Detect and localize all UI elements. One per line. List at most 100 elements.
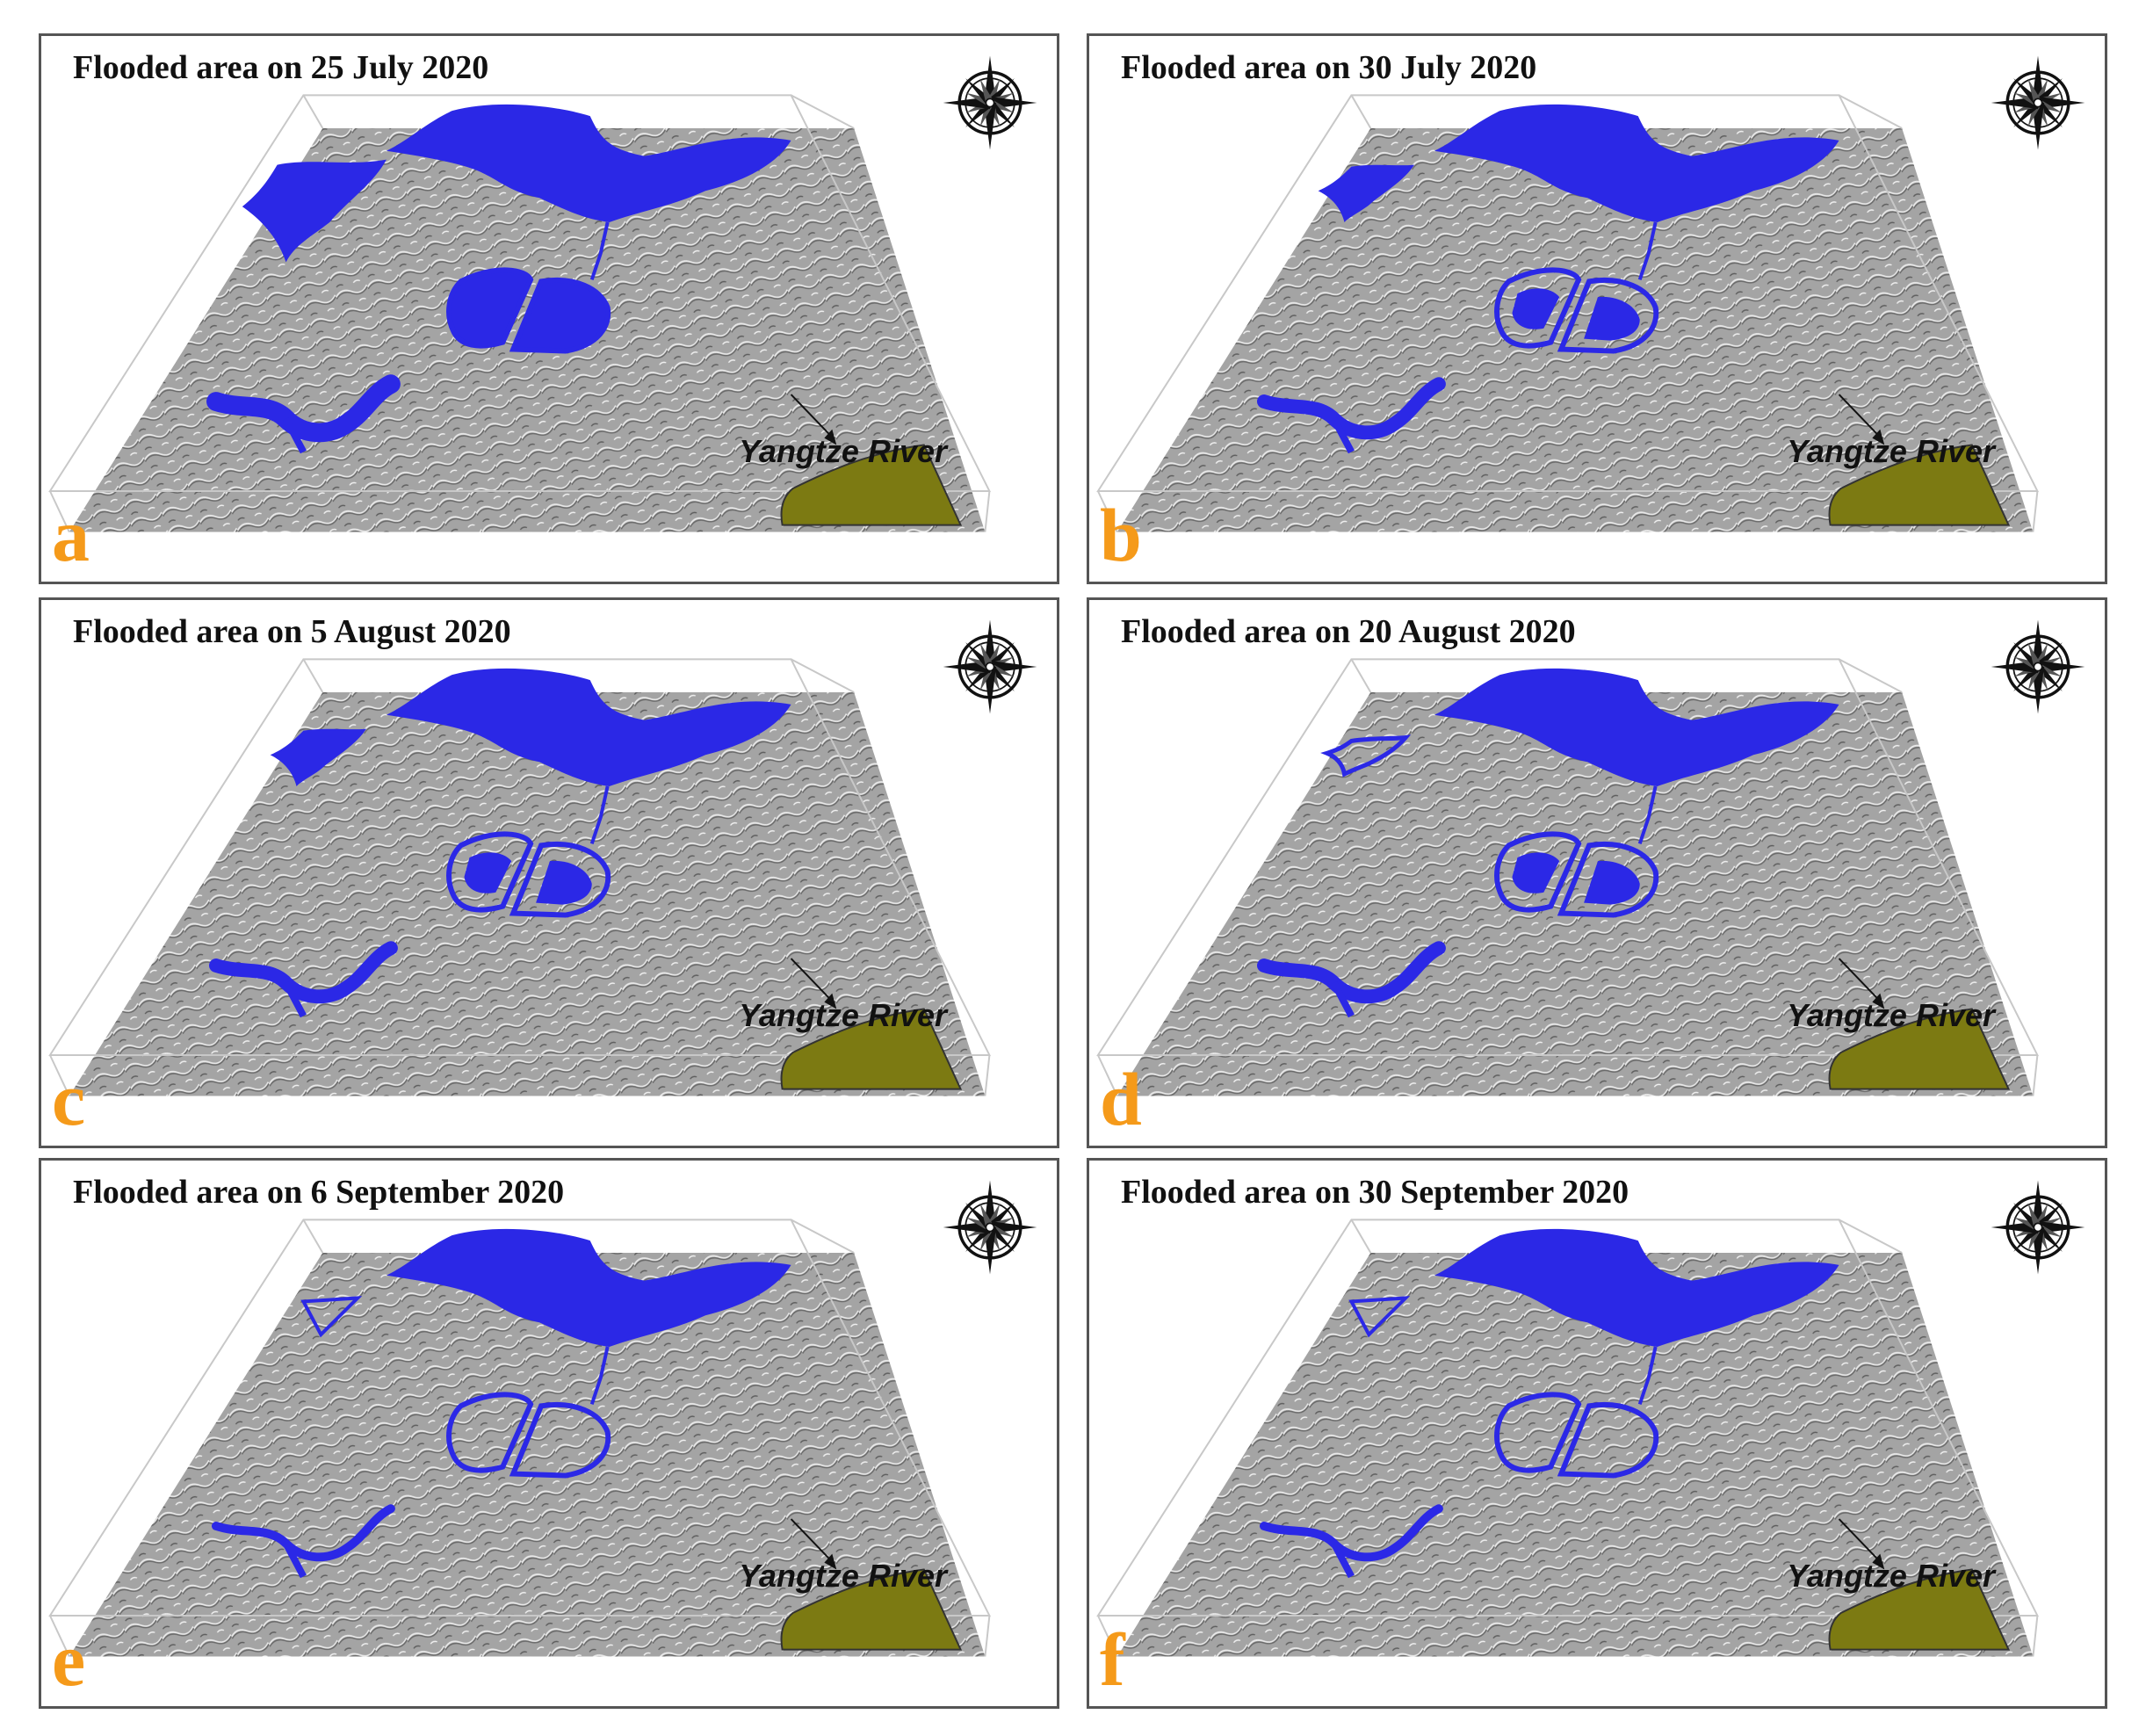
south-channel-spur — [283, 980, 307, 1018]
compass-point — [979, 665, 994, 691]
panel-title: Flooded area on 6 September 2020 — [73, 1174, 565, 1211]
compass-point — [988, 98, 1015, 113]
river-label: Yangtze River — [739, 997, 947, 1033]
compass-point — [979, 101, 994, 127]
south-channel-spur — [1331, 416, 1355, 454]
basin-east — [509, 842, 611, 918]
outflow-channel — [1637, 1346, 1658, 1405]
west-lobe — [300, 1296, 363, 1338]
south-channels — [209, 941, 398, 1004]
panel-letter: d — [1100, 1057, 1142, 1141]
outflow-channel — [589, 221, 610, 280]
compass-center — [2033, 1222, 2043, 1233]
panel-letter: b — [1100, 493, 1142, 577]
west-lobe — [1320, 734, 1412, 778]
compass-point — [988, 1223, 1015, 1238]
basin-east-water — [536, 860, 592, 905]
river-pointer-line — [790, 1518, 831, 1560]
compass-point — [2027, 101, 2042, 127]
main-lake — [1434, 104, 1839, 222]
bounding-box-frame — [48, 658, 992, 1096]
basin-east — [1557, 1402, 1659, 1479]
main-lake — [1434, 668, 1839, 786]
yangtze-river — [780, 1568, 963, 1651]
terrain-block — [48, 94, 992, 532]
terrain-block — [1096, 658, 2040, 1096]
yangtze-river — [1828, 1568, 2011, 1651]
bounding-box-frame — [1096, 1219, 2040, 1657]
river-pointer-line — [1838, 394, 1879, 436]
river-pointer-line — [1838, 958, 1879, 1000]
basin-west-water — [1512, 852, 1560, 893]
compass-center — [2033, 662, 2043, 672]
terrain-block — [1096, 1219, 2040, 1657]
map-panel-f: Flooded area on 30 September 2020 Yangtz… — [1087, 1158, 2107, 1709]
panel-title: Flooded area on 30 July 2020 — [1121, 49, 1537, 86]
west-lobe — [1348, 1296, 1411, 1338]
compass-point — [2013, 1217, 2040, 1232]
outflow-channel — [589, 785, 610, 844]
river-label: Yangtze River — [1787, 433, 1995, 469]
compass-point — [988, 662, 1015, 677]
compass-rose-icon — [939, 1176, 1041, 1278]
outflow-channel — [589, 1346, 610, 1405]
panel-letter: f — [1100, 1617, 1125, 1702]
south-channel-spur — [283, 1541, 307, 1579]
compass-point — [2027, 1226, 2042, 1252]
panel-letter: e — [52, 1617, 86, 1702]
compass-point — [965, 92, 992, 107]
basin-west — [1494, 1392, 1582, 1473]
river-pointer-arrowhead — [824, 993, 837, 1009]
map-panel-b: Flooded area on 30 July 2020 Yangtze Riv… — [1087, 33, 2107, 584]
panel-title: Flooded area on 25 July 2020 — [73, 49, 489, 86]
compass-point — [965, 656, 992, 671]
compass-rose-icon — [1987, 52, 2089, 154]
compass-point — [2027, 665, 2042, 691]
south-channels — [211, 1504, 395, 1562]
basin-west — [446, 831, 534, 913]
basin-west-water — [464, 852, 512, 893]
compass-point — [2013, 656, 2040, 671]
river-pointer-line — [790, 958, 831, 1000]
panel-title: Flooded area on 20 August 2020 — [1121, 613, 1576, 650]
bounding-box-frame — [48, 94, 992, 532]
compass-rose-icon — [1987, 616, 2089, 718]
compass-point — [979, 1226, 994, 1252]
river-pointer-arrowhead — [824, 429, 837, 445]
terrain-block — [1096, 94, 2040, 532]
basin-west — [1494, 831, 1582, 913]
south-channel-spur — [1331, 1541, 1355, 1579]
main-lake — [386, 104, 791, 222]
basin-east-water — [1584, 296, 1640, 341]
river-pointer-arrowhead — [1872, 993, 1885, 1009]
compass-point — [2013, 92, 2040, 107]
bounding-box-frame — [1096, 94, 2040, 532]
compass-point — [2027, 78, 2042, 105]
map-panel-d: Flooded area on 20 August 2020 Yangtze R… — [1087, 597, 2107, 1148]
compass-point — [2027, 642, 2042, 669]
outflow-channel — [1637, 221, 1658, 280]
outflow-channel — [1637, 785, 1658, 844]
south-channels — [1257, 377, 1446, 440]
bounding-box-frame — [48, 1219, 992, 1657]
south-channels — [1259, 1504, 1443, 1562]
panel-title: Flooded area on 30 September 2020 — [1121, 1174, 1629, 1211]
main-lake — [386, 668, 791, 786]
compass-center — [985, 1222, 995, 1233]
bounding-box-frame — [1096, 658, 2040, 1096]
river-label: Yangtze River — [739, 433, 947, 469]
panel-letter: c — [52, 1057, 86, 1141]
basin-west-water — [1512, 288, 1560, 329]
basin-west — [1494, 267, 1582, 349]
river-pointer-arrowhead — [1872, 1553, 1885, 1570]
river-label: Yangtze River — [1787, 1558, 1995, 1594]
compass-point — [979, 642, 994, 669]
basin-east — [1557, 278, 1659, 354]
basin-east — [509, 1402, 611, 1479]
yangtze-river — [1828, 444, 2011, 526]
west-lobe — [1318, 164, 1415, 222]
terrain-block — [48, 658, 992, 1096]
river-pointer-line — [1838, 1518, 1879, 1560]
compass-point — [2027, 1203, 2042, 1229]
yangtze-river — [780, 1008, 963, 1090]
